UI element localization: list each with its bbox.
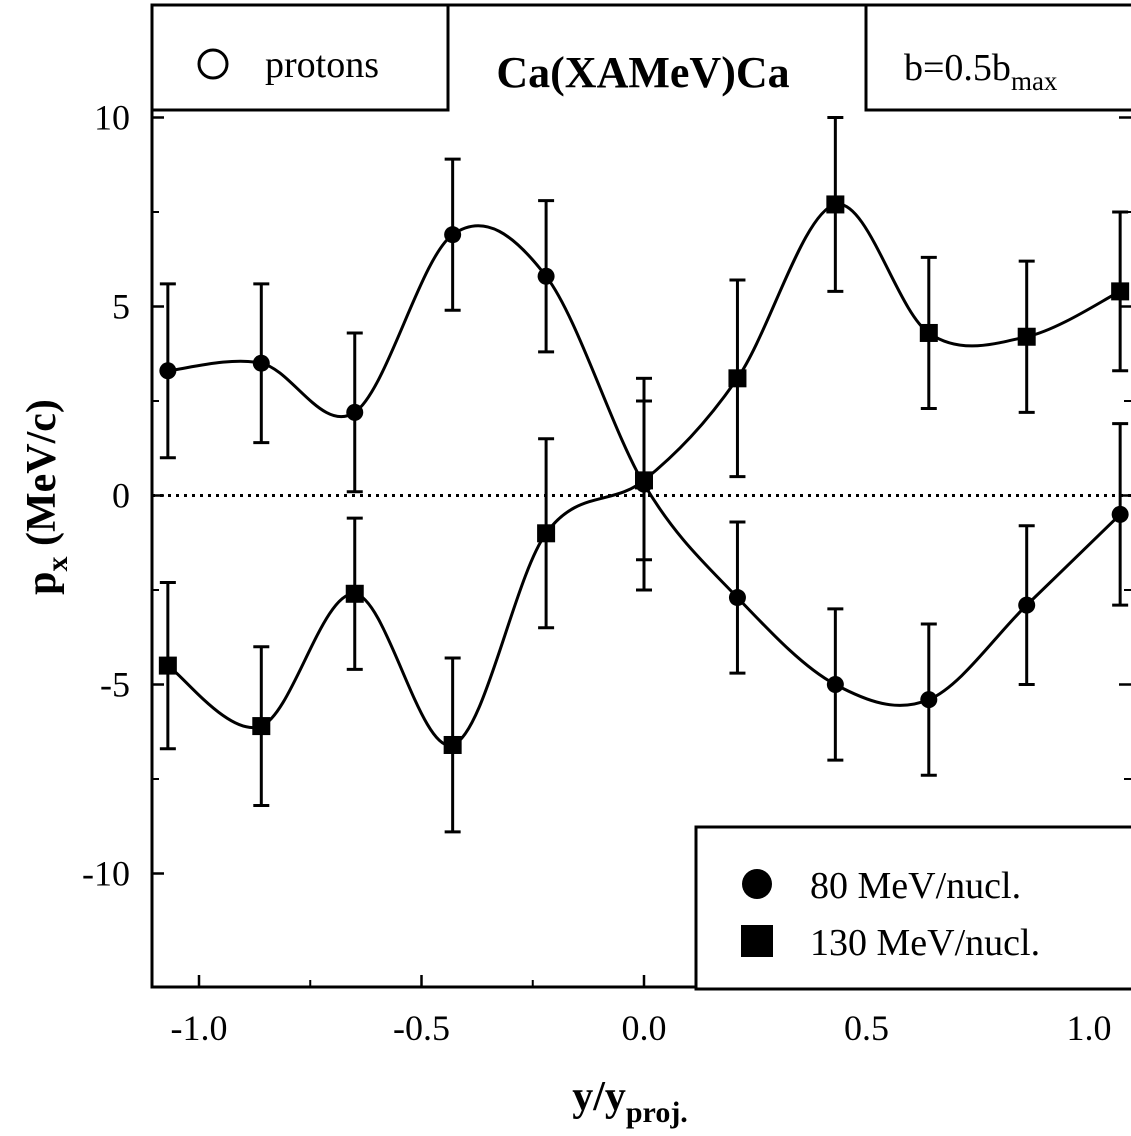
data-point-circle xyxy=(252,354,270,372)
series-80-group xyxy=(159,157,1129,777)
data-point-square xyxy=(345,584,364,603)
protons-label: protons xyxy=(265,44,379,86)
data-point-circle xyxy=(537,267,555,285)
data-point-circle xyxy=(826,676,844,693)
data-point-square xyxy=(252,717,271,736)
y-tick-label: 10 xyxy=(94,98,130,138)
data-point-circle xyxy=(728,589,746,607)
x-tick-label: 1.0 xyxy=(1067,1008,1112,1048)
impact-parameter-box xyxy=(864,3,1131,112)
data-point-circle xyxy=(920,691,938,709)
chart-title: Ca(XAMeV)Ca xyxy=(496,48,789,97)
y-tick-label: -10 xyxy=(82,854,130,894)
text-layer: -1.0 -0.5 0.0 0.5 1.0 10 5 0 -5 -10 protons Ca(XAMe… xyxy=(19,44,1112,1129)
legend-box xyxy=(694,825,1131,991)
open-circle-marker-icon xyxy=(197,48,229,80)
label-boxes xyxy=(150,3,1131,991)
data-point-square xyxy=(826,195,845,214)
x-tick-label: 0.5 xyxy=(844,1008,889,1048)
data-point-square xyxy=(728,369,747,388)
x-axis-label: y/yproj. xyxy=(572,1074,688,1129)
data-point-circle xyxy=(1111,505,1129,523)
y-tick-label: 5 xyxy=(112,287,130,327)
data-point-square xyxy=(635,471,653,490)
data-point-circle xyxy=(346,403,364,421)
data-point-square xyxy=(1017,327,1036,346)
legend-label-80: 80 MeV/nucl. xyxy=(810,865,1021,907)
y-tick-label: -5 xyxy=(100,665,130,705)
impact-parameter-label: b=0.5bmax xyxy=(904,47,1058,96)
data-point-square xyxy=(443,735,462,754)
data-point-square xyxy=(158,656,177,675)
legend-circle-marker xyxy=(742,869,772,899)
data-point-square xyxy=(537,524,556,543)
y-tick-label: 0 xyxy=(112,476,130,516)
series-130-group xyxy=(158,116,1130,834)
x-tick-label: -0.5 xyxy=(393,1008,450,1048)
legend-label-130: 130 MeV/nucl. xyxy=(810,922,1040,964)
x-tick-label: 0.0 xyxy=(622,1008,667,1048)
y-axis-label: px (MeV/c) xyxy=(19,399,74,595)
data-point-circle xyxy=(1018,596,1036,614)
data-point-square xyxy=(919,323,938,342)
legend-square-marker xyxy=(741,925,773,957)
legend xyxy=(741,869,773,957)
series-layer xyxy=(158,116,1130,834)
data-point-circle xyxy=(159,362,177,380)
data-point-circle xyxy=(444,226,462,244)
x-tick-label: -1.0 xyxy=(171,1008,228,1048)
data-point-square xyxy=(1111,282,1130,301)
